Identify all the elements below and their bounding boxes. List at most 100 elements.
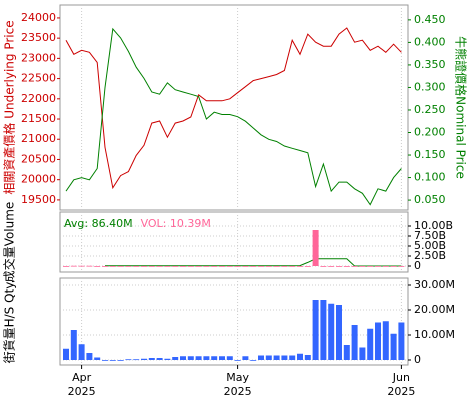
bar	[109, 360, 116, 361]
bar	[250, 360, 257, 361]
y2-tick-label: 0.100	[414, 171, 446, 184]
bar	[343, 266, 350, 267]
bar	[273, 266, 280, 267]
bar	[336, 266, 342, 267]
y-tick-label: 5.00B	[414, 239, 446, 252]
bar	[109, 266, 116, 267]
y-tick-label: 30.00M	[414, 278, 455, 291]
bar	[351, 325, 358, 360]
bar	[78, 265, 85, 267]
bar	[304, 266, 311, 267]
y2-tick-label: 0.050	[414, 193, 446, 206]
y-tick-label: 23000	[21, 51, 56, 64]
bar	[141, 358, 147, 360]
y-tick-label: 22500	[21, 72, 56, 85]
bar	[164, 358, 171, 360]
bar	[180, 356, 186, 360]
y-tick-label: 21500	[21, 112, 56, 125]
y2-axis-label: 牛熊證價格Nominal Price	[454, 36, 469, 179]
bar	[70, 265, 77, 267]
y-tick-label: 0	[414, 353, 421, 366]
legend-entry: VOL: 10.39M	[141, 217, 211, 230]
bar	[187, 356, 194, 360]
bar	[86, 265, 93, 267]
bar	[226, 356, 233, 360]
y-tick-label: 7.50B	[414, 229, 446, 242]
bar	[336, 305, 342, 360]
bar	[211, 266, 218, 267]
bar	[102, 266, 108, 267]
bar	[117, 360, 124, 361]
bar	[297, 353, 303, 360]
x-tick-label: May	[226, 371, 249, 384]
bar	[367, 328, 374, 360]
series-line	[105, 258, 402, 267]
bar	[195, 266, 202, 267]
plot-frame	[59, 4, 409, 211]
bar	[351, 266, 358, 267]
x-tick-year: 2025	[68, 385, 96, 398]
bar	[273, 355, 280, 360]
bar	[312, 300, 319, 360]
bar	[63, 266, 69, 267]
y-axis-label: 街貨量H/S Qty.	[2, 280, 17, 364]
y-tick-label: 23500	[21, 31, 56, 44]
bar	[258, 355, 264, 360]
bar	[203, 356, 210, 360]
bar	[117, 266, 124, 267]
bar	[281, 266, 288, 267]
y-tick-label: 10.00B	[414, 219, 453, 232]
bar	[289, 266, 296, 267]
bar	[125, 359, 132, 361]
y-tick-label: 2.50B	[414, 249, 446, 262]
bar	[390, 333, 397, 360]
legend-entry: Avg: 86.40M	[64, 217, 133, 230]
y-tick-label: 21000	[21, 132, 56, 145]
bar	[219, 266, 225, 267]
plot-frame	[59, 277, 409, 366]
bar	[234, 360, 241, 361]
bar	[297, 266, 303, 267]
y-tick-label: 22000	[21, 92, 56, 105]
y2-tick-label: 0.300	[414, 80, 446, 93]
y2-tick-label: 0.150	[414, 148, 446, 161]
bar	[195, 356, 202, 360]
bar	[172, 357, 179, 360]
bar	[156, 266, 163, 267]
y-tick-label: 24000	[21, 11, 56, 24]
y-tick-label: 19500	[21, 193, 56, 206]
y2-tick-label: 0.200	[414, 126, 446, 139]
y-axis-label: 成交量Volume	[2, 202, 17, 283]
bar	[242, 266, 249, 267]
bar	[242, 356, 249, 360]
bar	[265, 266, 272, 267]
bar	[141, 266, 147, 267]
bar	[382, 321, 389, 360]
bar	[164, 266, 171, 267]
bar	[133, 266, 140, 267]
y-tick-label: 20500	[21, 152, 56, 165]
x-tick-year: 2025	[387, 385, 415, 398]
y-tick-label: 20000	[21, 173, 56, 186]
y2-tick-label: 0.250	[414, 103, 446, 116]
bar	[234, 266, 241, 267]
bar	[375, 322, 381, 360]
y-tick-label: 10.00M	[414, 328, 455, 341]
bar	[398, 322, 405, 360]
bar	[211, 356, 218, 360]
bar	[133, 359, 140, 361]
bar	[367, 266, 374, 267]
bar	[258, 266, 264, 267]
bar	[382, 266, 389, 267]
bar	[78, 344, 85, 360]
y2-tick-label: 0.400	[414, 35, 446, 48]
bar	[203, 266, 210, 267]
x-tick-year: 2025	[224, 385, 252, 398]
bar	[304, 355, 311, 360]
bar	[265, 355, 272, 360]
y-tick-label: 0	[414, 259, 421, 272]
bar	[94, 266, 101, 267]
bar	[70, 330, 77, 360]
bar	[328, 303, 335, 360]
